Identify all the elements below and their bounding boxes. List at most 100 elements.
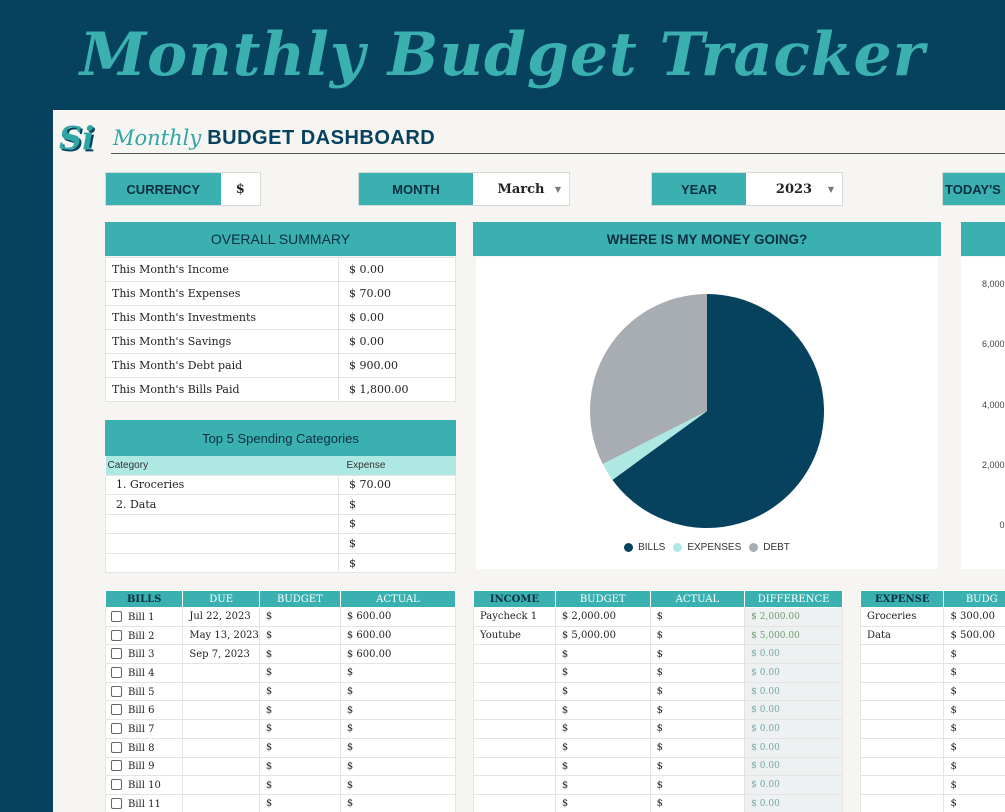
bill-actual[interactable]: $ bbox=[339, 700, 457, 721]
income-actual[interactable]: $ bbox=[649, 719, 746, 739]
income-budget[interactable]: $ bbox=[554, 663, 651, 683]
expense-name[interactable] bbox=[859, 663, 945, 683]
income-name[interactable] bbox=[473, 644, 556, 665]
income-name[interactable] bbox=[473, 663, 556, 683]
bill-budget[interactable]: $ bbox=[258, 756, 341, 777]
bill-due[interactable]: Sep 7, 2023 bbox=[182, 644, 260, 665]
bill-name-cell[interactable]: Bill 1 bbox=[104, 607, 184, 627]
income-name[interactable] bbox=[473, 681, 556, 702]
summary-value[interactable]: $ 0.00 bbox=[338, 305, 456, 330]
expense-budget[interactable]: $ 300.00 bbox=[943, 607, 1005, 627]
expense-budget[interactable]: $ bbox=[943, 719, 1005, 739]
income-actual[interactable]: $ bbox=[649, 700, 746, 721]
bill-paid-checkbox[interactable] bbox=[111, 704, 122, 716]
expense-name[interactable] bbox=[859, 644, 945, 665]
bill-actual[interactable]: $ bbox=[339, 793, 457, 812]
income-actual[interactable]: $ bbox=[649, 625, 746, 646]
income-name[interactable] bbox=[473, 756, 556, 777]
bill-due[interactable]: Jul 22, 2023 bbox=[182, 607, 260, 627]
summary-value[interactable]: $ 0.00 bbox=[338, 257, 456, 282]
income-budget[interactable]: $ bbox=[554, 719, 651, 739]
bill-paid-checkbox[interactable] bbox=[111, 760, 122, 772]
bill-paid-checkbox[interactable] bbox=[111, 629, 122, 641]
income-actual[interactable]: $ bbox=[649, 793, 746, 812]
bill-paid-checkbox[interactable] bbox=[111, 648, 122, 660]
income-name[interactable]: Paycheck 1 bbox=[473, 607, 556, 627]
bill-actual[interactable]: $ bbox=[339, 681, 457, 702]
bill-paid-checkbox[interactable] bbox=[111, 685, 122, 697]
expense-budget[interactable]: $ bbox=[943, 644, 1005, 665]
pie-slice-debt[interactable] bbox=[590, 294, 707, 465]
chevron-down-icon[interactable]: ▼ bbox=[827, 184, 834, 194]
bill-due[interactable] bbox=[182, 737, 260, 758]
income-name[interactable] bbox=[473, 775, 556, 795]
top5-category[interactable]: 2. Data bbox=[105, 494, 339, 515]
expense-name[interactable]: Groceries bbox=[859, 607, 945, 627]
bill-due[interactable] bbox=[182, 719, 260, 739]
income-name[interactable] bbox=[473, 700, 556, 721]
income-name[interactable] bbox=[473, 793, 556, 812]
bill-budget[interactable]: $ bbox=[258, 775, 341, 795]
bill-budget[interactable]: $ bbox=[258, 700, 341, 721]
top5-expense[interactable]: $ bbox=[338, 513, 456, 535]
expense-budget[interactable]: $ bbox=[943, 663, 1005, 683]
top5-category[interactable] bbox=[105, 533, 339, 554]
expense-budget[interactable]: $ bbox=[943, 775, 1005, 795]
bill-budget[interactable]: $ bbox=[258, 719, 341, 739]
top5-category[interactable] bbox=[105, 552, 339, 574]
income-budget[interactable]: $ bbox=[554, 700, 651, 721]
bill-name-cell[interactable]: Bill 6 bbox=[104, 700, 184, 721]
bill-paid-checkbox[interactable] bbox=[111, 610, 122, 622]
expense-budget[interactable]: $ bbox=[943, 756, 1005, 777]
top5-expense[interactable]: $ 70.00 bbox=[338, 474, 456, 496]
bill-name-cell[interactable]: Bill 3 bbox=[104, 644, 184, 665]
expense-name[interactable] bbox=[859, 793, 945, 812]
expense-budget[interactable]: $ bbox=[943, 700, 1005, 721]
income-budget[interactable]: $ bbox=[554, 644, 651, 665]
bill-paid-checkbox[interactable] bbox=[111, 722, 122, 734]
top5-category[interactable] bbox=[105, 513, 339, 535]
income-actual[interactable]: $ bbox=[649, 775, 746, 795]
pie-slice-bills[interactable] bbox=[612, 294, 824, 528]
income-actual[interactable]: $ bbox=[649, 737, 746, 758]
bill-name-cell[interactable]: Bill 7 bbox=[104, 719, 184, 739]
income-name[interactable]: Youtube bbox=[473, 625, 556, 646]
bill-due[interactable] bbox=[182, 793, 260, 812]
bill-paid-checkbox[interactable] bbox=[111, 741, 122, 753]
summary-value[interactable]: $ 70.00 bbox=[338, 281, 456, 306]
income-budget[interactable]: $ bbox=[554, 775, 651, 795]
bill-actual[interactable]: $ 600.00 bbox=[339, 625, 457, 646]
expense-name[interactable] bbox=[859, 700, 945, 721]
bill-paid-checkbox[interactable] bbox=[111, 666, 122, 678]
summary-value[interactable]: $ 0.00 bbox=[338, 329, 456, 354]
bill-actual[interactable]: $ bbox=[339, 737, 457, 758]
month-selector[interactable]: MONTH March ▼ bbox=[358, 172, 570, 206]
bill-name-cell[interactable]: Bill 10 bbox=[104, 775, 184, 795]
income-actual[interactable]: $ bbox=[649, 756, 746, 777]
bill-name-cell[interactable]: Bill 9 bbox=[104, 756, 184, 777]
top5-expense[interactable]: $ bbox=[338, 552, 456, 574]
top5-expense[interactable]: $ bbox=[338, 533, 456, 554]
bill-actual[interactable]: $ 600.00 bbox=[339, 607, 457, 627]
bill-actual[interactable]: $ bbox=[339, 756, 457, 777]
expense-name[interactable] bbox=[859, 775, 945, 795]
expense-budget[interactable]: $ bbox=[943, 681, 1005, 702]
currency-selector[interactable]: CURRENCY $ bbox=[105, 172, 261, 206]
expense-budget[interactable]: $ bbox=[943, 793, 1005, 812]
bill-due[interactable]: May 13, 2023 bbox=[182, 625, 260, 646]
month-dropdown[interactable]: March ▼ bbox=[473, 173, 569, 205]
bill-budget[interactable]: $ bbox=[258, 644, 341, 665]
bill-budget[interactable]: $ bbox=[258, 681, 341, 702]
bill-name-cell[interactable]: Bill 4 bbox=[104, 663, 184, 683]
bill-name-cell[interactable]: Bill 8 bbox=[104, 737, 184, 758]
pie-slice-expenses[interactable] bbox=[602, 411, 707, 480]
top5-expense[interactable]: $ bbox=[338, 494, 456, 515]
bill-budget[interactable]: $ bbox=[258, 663, 341, 683]
expense-name[interactable] bbox=[859, 719, 945, 739]
income-budget[interactable]: $ bbox=[554, 793, 651, 812]
income-budget[interactable]: $ 5,000.00 bbox=[554, 625, 651, 646]
bill-paid-checkbox[interactable] bbox=[111, 797, 122, 809]
income-budget[interactable]: $ bbox=[554, 756, 651, 777]
bill-budget[interactable]: $ bbox=[258, 737, 341, 758]
income-actual[interactable]: $ bbox=[649, 681, 746, 702]
